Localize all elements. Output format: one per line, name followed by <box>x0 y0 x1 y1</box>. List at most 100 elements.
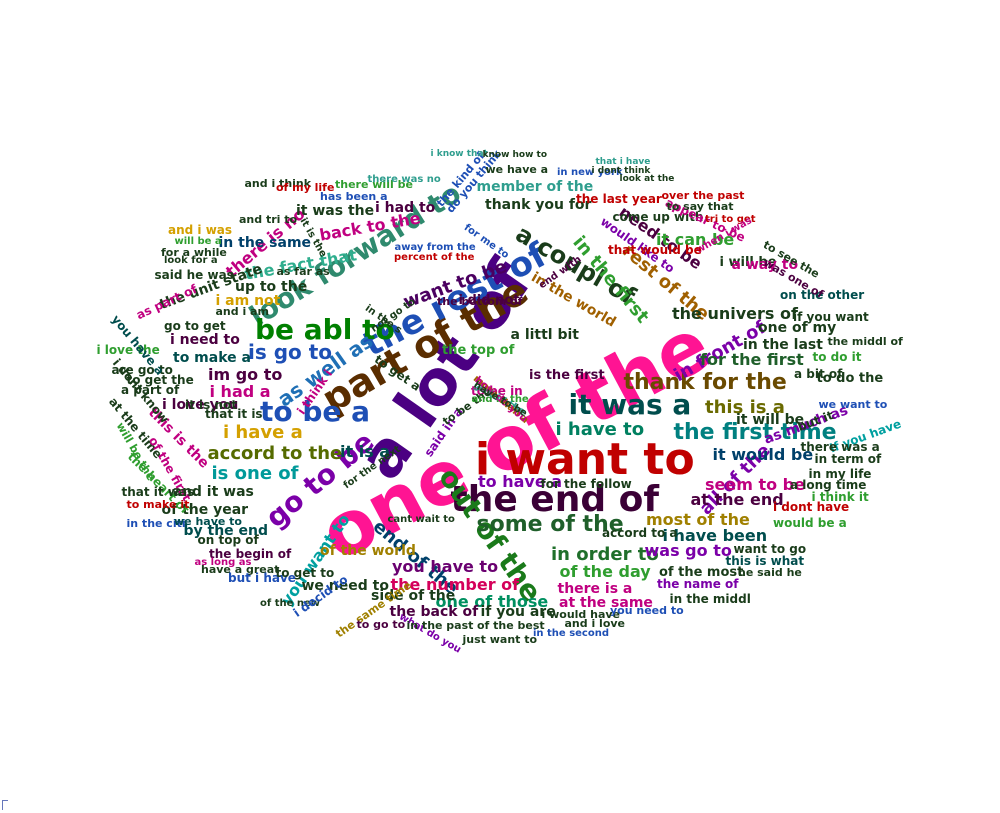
cloud-word: a long time <box>790 478 867 492</box>
cloud-word: i think it <box>811 490 869 504</box>
cloud-word: i am not <box>215 293 281 309</box>
cloud-word: the back of <box>389 604 479 620</box>
cloud-word: of the world <box>320 543 416 559</box>
cloud-word: have a great <box>201 562 280 576</box>
cloud-word: i love the <box>96 343 160 357</box>
cloud-word: thank for the <box>623 370 787 395</box>
cloud-word: in the past <box>406 618 474 632</box>
cloud-word: in the second <box>533 628 610 639</box>
cloud-word: over the past <box>661 188 745 202</box>
cloud-word: of the new <box>260 598 321 609</box>
cloud-word: and in the <box>471 394 529 405</box>
cloud-word: we want to <box>818 397 888 411</box>
cloud-word: percent of the <box>394 252 475 263</box>
cloud-word: we have to <box>174 514 242 528</box>
cloud-word: i want to <box>475 434 695 485</box>
cloud-word: you need to <box>610 603 684 617</box>
cloud-word: it will be <box>736 412 805 428</box>
cloud-word: and i think <box>244 176 312 190</box>
cloud-word: the bottom of <box>437 294 523 308</box>
cloud-word: is one of <box>211 463 299 484</box>
cloud-word: the middl of <box>827 334 903 348</box>
cloud-word: we have a <box>485 162 549 176</box>
cloud-word: to get to <box>275 566 335 580</box>
cloud-word: and tri to <box>239 212 298 226</box>
cloud-word: of my life <box>276 180 335 194</box>
cloud-word: that i have <box>595 156 651 167</box>
cloud-word: was go to <box>644 541 732 560</box>
cloud-word: is go to <box>248 340 333 364</box>
cloud-word: are go to <box>111 363 173 377</box>
cloud-word: you have to <box>392 557 499 576</box>
cloud-word: in the citi <box>126 516 186 530</box>
cloud-word: there was no <box>367 174 441 185</box>
cloud-word: member of the <box>476 179 594 195</box>
cloud-word: im go to <box>208 365 283 384</box>
cloud-word: as far as <box>276 264 330 278</box>
cloud-word: to do it <box>812 350 862 364</box>
cloud-word: i love you <box>162 397 239 413</box>
cloud-word: for a while <box>161 245 227 259</box>
cloud-word: the number of <box>390 575 520 594</box>
cloud-word: the begin of <box>209 547 292 561</box>
cloud-word: at the end <box>690 490 784 509</box>
cloud-word: want to go <box>733 542 807 556</box>
cloud-word: i had to <box>375 200 436 216</box>
cloud-word: the top of <box>442 342 515 358</box>
cloud-word: it can be <box>656 230 735 249</box>
cloud-word: seem to be <box>705 475 805 494</box>
cloud-word: tri to get <box>705 214 756 225</box>
cloud-word: i dont think <box>591 165 651 176</box>
cloud-word: a way to <box>731 257 799 273</box>
cloud-word: that it is <box>205 407 263 421</box>
cloud-word: to be a <box>260 395 371 428</box>
cloud-word: at the same <box>559 595 653 611</box>
cloud-word: that it was <box>121 485 195 499</box>
cloud-word: by the end <box>183 523 269 539</box>
cloud-word: i have a <box>223 422 303 443</box>
cloud-word: has been a <box>320 189 388 203</box>
cloud-word: the univers of <box>672 304 798 323</box>
cloud-word: i did not <box>458 292 520 308</box>
cloud-word: is the first <box>529 367 605 383</box>
cloud-word: in the last <box>743 337 823 353</box>
cloud-word: to do the <box>816 370 884 386</box>
cloud-word: for the first <box>700 350 804 369</box>
cloud-word: i had a <box>209 382 271 401</box>
cloud-word: on the other <box>780 288 865 302</box>
cloud-word: look at the <box>619 173 675 184</box>
cloud-word: he said he <box>738 565 802 579</box>
cloud-word: there will be <box>335 177 413 191</box>
cloud-word: one of my <box>758 320 837 336</box>
cloud-word: go to get <box>164 319 226 333</box>
cloud-word: a bit of <box>794 367 843 381</box>
cloud-word: be abl to <box>255 313 395 346</box>
cloud-word: there was a <box>800 440 880 454</box>
cloud-word: in the middl <box>669 592 751 606</box>
cloud-word: i have been <box>662 526 768 545</box>
cloud-word: if you want <box>793 310 869 324</box>
cloud-word: side of the <box>371 588 456 604</box>
cloud-word: if you are <box>480 604 556 620</box>
cloud-word: to make it <box>126 497 190 511</box>
cloud-word: know how to <box>482 149 548 160</box>
cloud-word: a littl bit <box>510 327 580 343</box>
cloud-word: in my life <box>808 467 872 481</box>
cloud-word: it was a <box>568 388 692 421</box>
cloud-word: to make a <box>173 350 251 366</box>
cloud-word: cant wait to <box>387 514 455 525</box>
cloud-word: to have a <box>478 472 563 491</box>
cloud-word: this is what <box>725 554 805 568</box>
cloud-word: and i was <box>168 223 233 237</box>
cloud-word: it is a <box>340 442 391 461</box>
cloud-word: in term of <box>814 452 882 466</box>
cloud-word: will be a <box>174 236 222 247</box>
cloud-word: and it was <box>172 484 254 500</box>
cloud-word: a part of <box>121 383 180 397</box>
cloud-word: and i am <box>215 304 269 318</box>
cloud-word: of the year <box>161 502 249 518</box>
cloud-word: come up with <box>612 210 704 224</box>
cloud-word: and i love <box>564 616 626 630</box>
